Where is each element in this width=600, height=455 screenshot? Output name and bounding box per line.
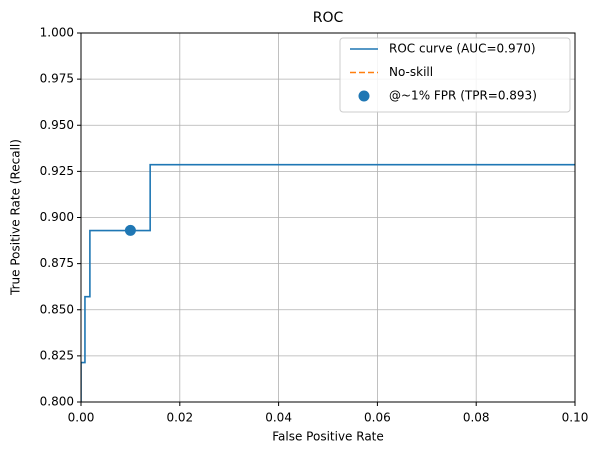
y-tick-label: 1.000: [40, 26, 74, 40]
x-tick-label: 0.10: [562, 411, 589, 425]
y-tick-label: 0.925: [40, 164, 74, 178]
x-axis-label: False Positive Rate: [272, 430, 384, 444]
legend: ROC curve (AUC=0.970) No-skill @~1% FPR (T…: [339, 37, 571, 113]
y-tick-label: 0.800: [40, 395, 74, 409]
chart-title: ROC: [313, 10, 344, 26]
x-tick-label: 0.04: [265, 411, 292, 425]
legend-marker: [358, 90, 370, 102]
legend-label: @~1% FPR (TPR=0.893): [389, 89, 537, 103]
x-tick-label: 0.08: [463, 411, 490, 425]
y-tick-label: 0.950: [40, 118, 74, 132]
y-tick-label: 0.825: [40, 348, 74, 362]
y-axis-label: True Positive Rate (Recall): [9, 139, 23, 296]
y-tick-label: 0.875: [40, 256, 74, 270]
legend-box: [339, 37, 571, 113]
ticks: 0.00 0.02 0.04 0.06 0.08 0.10 0.800 0.825 0.850 0…: [40, 26, 589, 425]
marker-point: [124, 224, 136, 236]
legend-label: ROC curve (AUC=0.970): [389, 42, 536, 56]
legend-label: No-skill: [389, 65, 433, 79]
x-tick-label: 0.00: [68, 411, 95, 425]
y-tick-label: 0.900: [40, 210, 74, 224]
plot-area: [81, 163, 575, 402]
y-tick-label: 0.975: [40, 72, 74, 86]
y-tick-label: 0.850: [40, 302, 74, 316]
x-tick-label: 0.06: [364, 411, 391, 425]
line-series: [81, 163, 575, 402]
x-tick-label: 0.02: [166, 411, 193, 425]
